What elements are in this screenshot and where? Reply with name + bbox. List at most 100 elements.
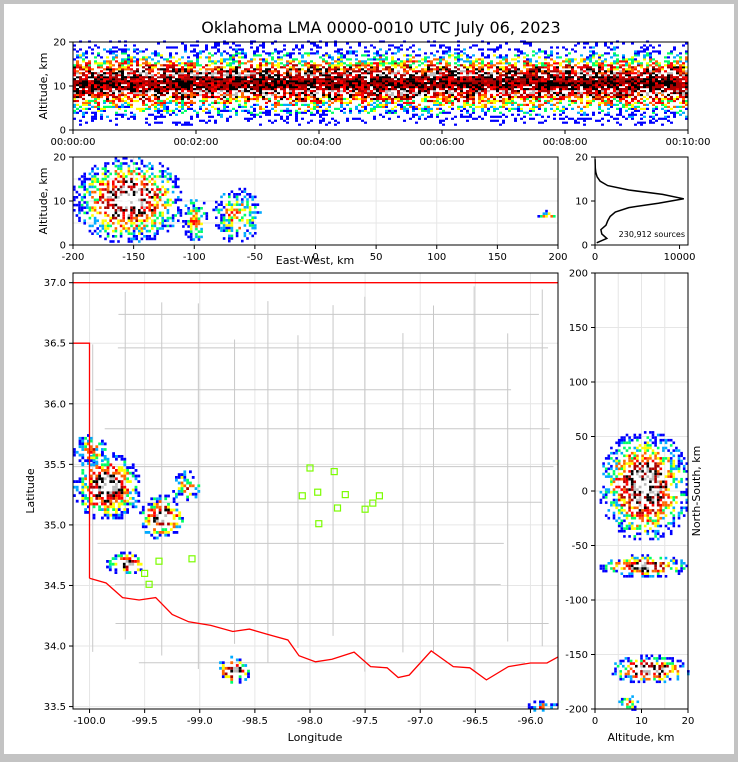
heat-cell bbox=[619, 114, 622, 116]
heat-cell bbox=[107, 235, 110, 238]
heat-cell bbox=[163, 82, 166, 84]
heat-cell bbox=[373, 56, 376, 58]
heat-cell bbox=[676, 70, 679, 72]
heat-cell bbox=[220, 82, 223, 84]
heat-cell bbox=[313, 90, 316, 92]
heat-cell bbox=[280, 62, 283, 64]
heat-cell bbox=[121, 106, 124, 108]
heat-cell bbox=[604, 104, 607, 106]
heat-cell bbox=[532, 96, 535, 98]
heat-cell bbox=[442, 124, 445, 126]
heat-cell bbox=[271, 82, 274, 84]
heat-cell bbox=[412, 94, 415, 96]
heat-cell bbox=[157, 62, 160, 64]
heat-cell bbox=[583, 112, 586, 114]
heat-cell bbox=[107, 225, 110, 228]
heat-cell bbox=[679, 84, 682, 86]
heat-cell bbox=[145, 92, 148, 94]
heat-cell bbox=[190, 124, 193, 126]
heat-cell bbox=[178, 110, 181, 112]
heat-cell bbox=[250, 76, 253, 78]
heat-cell bbox=[541, 78, 544, 80]
heat-cell bbox=[130, 82, 133, 84]
heat-cell bbox=[160, 122, 163, 124]
heat-cell bbox=[556, 94, 559, 96]
heat-cell bbox=[679, 74, 682, 76]
heat-cell bbox=[484, 96, 487, 98]
heat-cell bbox=[334, 68, 337, 70]
heat-cell bbox=[316, 104, 319, 106]
heat-cell bbox=[283, 110, 286, 112]
heat-cell bbox=[187, 88, 190, 90]
heat-cell bbox=[403, 60, 406, 62]
heat-cell bbox=[85, 112, 88, 114]
heat-cell bbox=[604, 72, 607, 74]
heat-cell bbox=[175, 102, 178, 104]
heat-cell bbox=[682, 84, 685, 86]
heat-cell bbox=[379, 90, 382, 92]
heat-cell bbox=[601, 82, 604, 84]
heat-cell bbox=[586, 118, 589, 120]
heat-cell bbox=[481, 108, 484, 110]
heat-cell bbox=[370, 82, 373, 84]
heat-cell bbox=[78, 178, 81, 181]
heat-cell bbox=[142, 90, 145, 92]
heat-cell bbox=[343, 68, 346, 70]
heat-cell bbox=[81, 175, 84, 178]
heat-cell bbox=[154, 82, 157, 84]
heat-cell bbox=[85, 102, 88, 104]
heat-cell bbox=[433, 96, 436, 98]
heat-cell bbox=[244, 82, 247, 84]
heat-cell bbox=[304, 104, 307, 106]
heat-cell bbox=[166, 84, 169, 86]
heat-cell bbox=[100, 74, 103, 76]
heat-cell bbox=[403, 84, 406, 86]
heat-cell bbox=[538, 48, 541, 50]
heat-cell bbox=[349, 64, 352, 66]
heat-cell bbox=[283, 48, 286, 50]
heat-cell bbox=[439, 82, 442, 84]
heat-cell bbox=[643, 44, 646, 46]
heat-cell bbox=[349, 110, 352, 112]
heat-cell bbox=[448, 54, 451, 56]
heat-cell bbox=[565, 72, 568, 74]
heat-cell bbox=[253, 108, 256, 110]
heat-cell bbox=[274, 86, 277, 88]
heat-cell bbox=[121, 80, 124, 82]
heat-cell bbox=[211, 88, 214, 90]
heat-cell bbox=[187, 122, 190, 124]
heat-cell bbox=[148, 86, 151, 88]
heat-cell bbox=[205, 92, 208, 94]
heat-cell bbox=[223, 70, 226, 72]
heat-cell bbox=[607, 114, 610, 116]
heat-cell bbox=[232, 42, 235, 44]
heat-cell bbox=[652, 80, 655, 82]
heat-cell bbox=[481, 104, 484, 106]
heat-cell bbox=[148, 98, 151, 100]
heat-cell bbox=[403, 90, 406, 92]
heat-cell bbox=[178, 70, 181, 72]
heat-cell bbox=[550, 58, 553, 60]
heat-cell bbox=[115, 74, 118, 76]
heat-cell bbox=[607, 70, 610, 72]
heat-cell bbox=[460, 116, 463, 118]
heat-cell bbox=[436, 104, 439, 106]
heat-cell bbox=[97, 98, 100, 100]
heat-cell bbox=[250, 82, 253, 84]
heat-cell bbox=[148, 106, 151, 108]
heat-cell bbox=[529, 114, 532, 116]
heat-cell bbox=[298, 82, 301, 84]
heat-cell bbox=[493, 102, 496, 104]
heat-cell bbox=[262, 58, 265, 60]
heat-cell bbox=[676, 92, 679, 94]
heat-cell bbox=[634, 80, 637, 82]
heat-cell bbox=[358, 78, 361, 80]
heat-cell bbox=[148, 66, 151, 68]
heat-cell bbox=[493, 82, 496, 84]
heat-cell bbox=[355, 54, 358, 56]
heat-cell bbox=[412, 62, 415, 64]
heat-cell bbox=[112, 58, 115, 60]
heat-cell bbox=[655, 62, 658, 64]
heat-cell bbox=[643, 100, 646, 102]
heat-cell bbox=[292, 60, 295, 62]
